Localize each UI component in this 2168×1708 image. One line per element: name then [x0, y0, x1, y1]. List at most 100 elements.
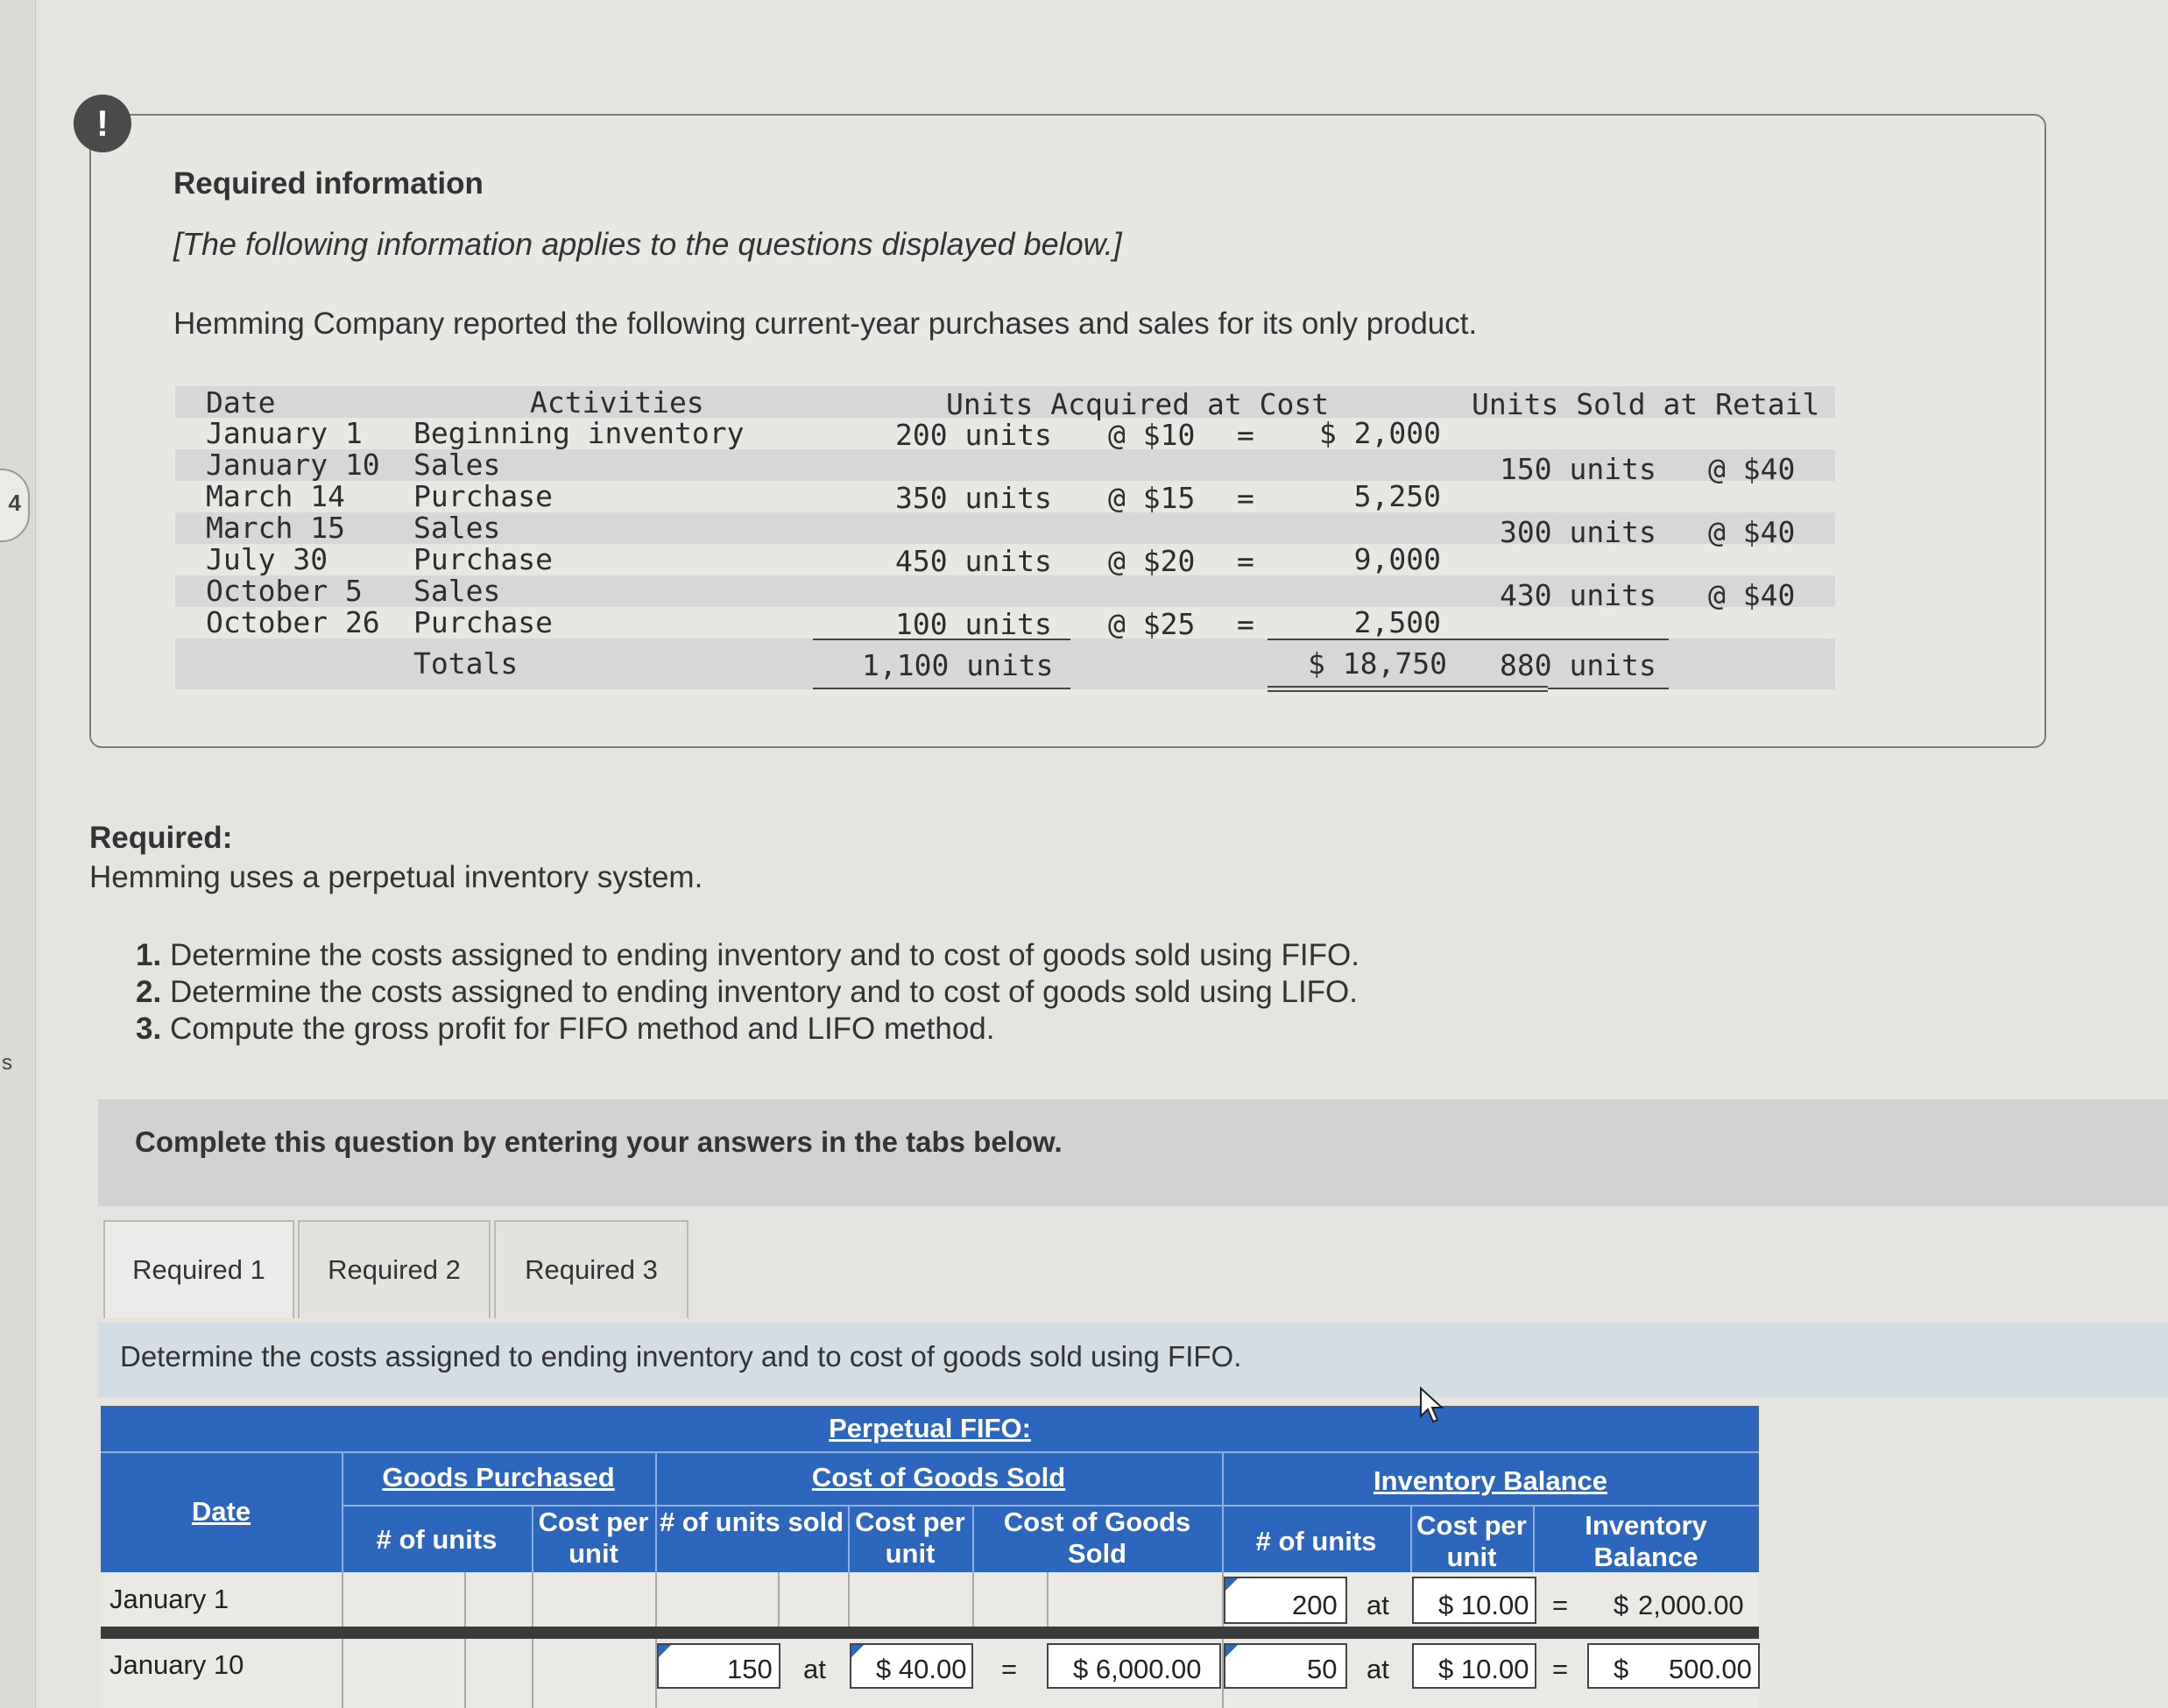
question-number: 4 — [8, 490, 21, 516]
b-total-value: 500.00 — [1669, 1654, 1752, 1684]
c-cost-value: $ 40.00 — [876, 1654, 967, 1684]
totals-sold-units: 880 units — [1500, 648, 1656, 682]
b-units-input[interactable] — [1224, 1577, 1347, 1624]
tab-required-1[interactable]: Required 1 — [103, 1220, 294, 1318]
b-cost-header: Cost per unit — [1416, 1510, 1527, 1572]
row-date: January 1 — [206, 416, 363, 450]
row-acq-price: @ $20 — [1108, 544, 1196, 578]
b-total-value: 2,000.00 — [1638, 1590, 1744, 1620]
required-item: 3. Compute the gross profit for FIFO met… — [136, 1012, 995, 1046]
equals-text: = — [1552, 1654, 1569, 1684]
row-activity: Purchase — [413, 542, 553, 576]
row-date: January 10 — [206, 448, 380, 482]
b-cost-value: $ 10.00 — [1438, 1590, 1529, 1620]
tab-required-3[interactable]: Required 3 — [494, 1220, 689, 1318]
b-cost-input[interactable] — [1412, 1577, 1536, 1624]
c-units-header: # of units sold — [659, 1507, 844, 1537]
c-units-value: 150 — [727, 1654, 773, 1684]
double-underline — [1268, 690, 1548, 692]
instruction-bar: Determine the costs assigned to ending i… — [98, 1323, 2168, 1397]
b-units-value: 50 — [1307, 1654, 1338, 1684]
required-text: Hemming uses a perpetual inventory syste… — [89, 860, 703, 894]
question-number-badge[interactable]: 4 — [0, 469, 30, 542]
totals-label: Totals — [413, 646, 519, 681]
instruction-text: Determine the costs assigned to ending i… — [120, 1340, 1242, 1373]
row-equals: = — [1237, 481, 1254, 515]
row-acq-price: @ $10 — [1108, 418, 1196, 452]
table-band — [175, 512, 1835, 544]
row-acq-cost: 5,250 — [1353, 479, 1441, 513]
row-date: October 5 — [206, 574, 363, 608]
dollar-sign: $ — [1614, 1590, 1629, 1620]
complete-question-text: Complete this question by entering your … — [135, 1126, 1063, 1158]
required-item: 2. Determine the costs assigned to endin… — [136, 975, 1358, 1009]
row-acq-price: @ $25 — [1108, 607, 1196, 641]
b-units-value: 200 — [1292, 1590, 1338, 1620]
row-equals: = — [1237, 418, 1254, 452]
at-text: at — [803, 1654, 826, 1684]
col-header-activities: Activities — [530, 385, 704, 420]
c-total-input[interactable] — [1047, 1643, 1221, 1689]
b-total-header: Inventory Balance — [1585, 1510, 1707, 1572]
row-date: October 26 — [206, 605, 380, 639]
flag-icon — [659, 1645, 671, 1657]
row-activity: Sales — [413, 574, 501, 608]
c-units-input[interactable] — [657, 1643, 780, 1689]
b-total-input[interactable] — [1587, 1643, 1760, 1689]
row-sold-units: 150 units — [1500, 452, 1656, 486]
c-cost-input[interactable] — [850, 1643, 973, 1689]
p-cost-header: Cost per unit — [538, 1507, 649, 1569]
totals-acq-cost: $ 18,750 — [1308, 646, 1447, 681]
double-underline — [1268, 686, 1548, 688]
row-activity: Purchase — [413, 479, 553, 513]
row-sold-price: @ $40 — [1708, 578, 1796, 612]
row-date: January 10 — [109, 1649, 244, 1680]
col-header-date: Date — [206, 385, 276, 420]
fifo-title: Perpetual FIFO: — [829, 1413, 1031, 1443]
row-acq-units: 350 units — [895, 481, 1052, 515]
double-underline — [813, 688, 1070, 689]
b-cost-value: $ 10.00 — [1438, 1654, 1529, 1684]
row-equals: = — [1237, 544, 1254, 578]
row-activity: Sales — [413, 448, 501, 482]
dollar-sign: $ — [1614, 1654, 1629, 1684]
underline — [1548, 688, 1669, 689]
b-cost-input[interactable] — [1412, 1643, 1536, 1689]
flag-icon — [1225, 1645, 1238, 1657]
row-acq-price: @ $15 — [1108, 481, 1196, 515]
goods-purchased-header: Goods Purchased — [382, 1462, 615, 1493]
row-date: March 14 — [206, 479, 345, 513]
row-activity: Purchase — [413, 605, 553, 639]
table-band — [175, 575, 1835, 607]
date-header: Date — [191, 1496, 251, 1527]
totals-acq-units: 1,100 units — [862, 648, 1054, 682]
c-cost-header: Cost per unit — [855, 1507, 965, 1569]
c-total-value: $ 6,000.00 — [1073, 1654, 1202, 1684]
table-header-band — [175, 386, 1835, 418]
mouse-cursor-icon — [1420, 1387, 1444, 1423]
fifo-table-header — [101, 1406, 1759, 1572]
table-band — [175, 639, 1835, 689]
row-activity: Sales — [413, 511, 501, 545]
tab-required-2[interactable]: Required 2 — [298, 1220, 491, 1318]
alert-icon: ! — [74, 95, 131, 152]
flag-icon — [1225, 1578, 1238, 1591]
row-acq-cost: 2,500 — [1353, 605, 1441, 639]
inventory-balance-header: Inventory Balance — [1373, 1465, 1608, 1496]
row-sold-units: 300 units — [1500, 515, 1656, 549]
row-acq-units: 450 units — [895, 544, 1052, 578]
left-sidebar — [0, 0, 36, 1708]
required-list: 1. Determine the costs assigned to endin… — [136, 937, 1359, 1048]
row-acq-units: 100 units — [895, 607, 1052, 641]
sidebar-letter: s — [2, 1051, 12, 1075]
row-acq-cost: $ 2,000 — [1318, 416, 1441, 450]
required-label: Required: — [89, 821, 233, 855]
info-intro: Hemming Company reported the following c… — [173, 307, 1478, 341]
row-date: January 1 — [109, 1584, 230, 1614]
row-separator — [101, 1627, 1759, 1639]
b-units-input[interactable] — [1224, 1643, 1347, 1689]
col-header-sold: Units Sold at Retail — [1472, 387, 1820, 421]
flag-icon — [851, 1645, 864, 1657]
row-sold-price: @ $40 — [1708, 515, 1796, 549]
col-header-acquired: Units Acquired at Cost — [946, 387, 1330, 421]
